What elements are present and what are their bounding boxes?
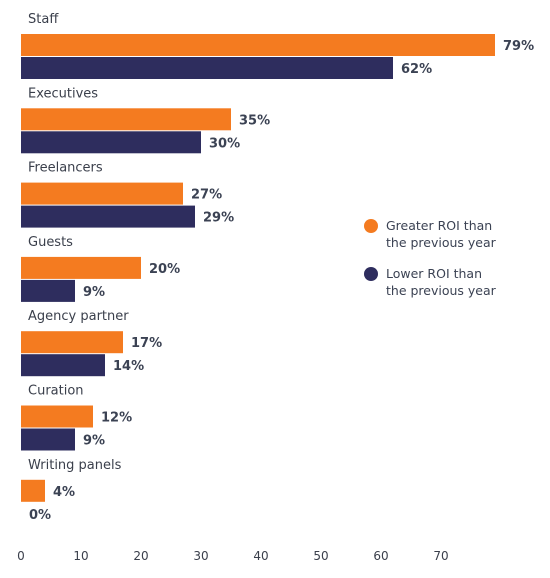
bar-guests-lower	[21, 279, 75, 302]
value-label-staff-lower: 62%	[401, 62, 432, 77]
category-labels: Staff Executives Freelancers Guests Agency p…	[28, 12, 129, 473]
category-label-freelancers: Freelancers	[28, 161, 103, 176]
x-tick-20: 20	[133, 549, 148, 563]
legend-marker-lower	[364, 267, 378, 281]
legend-label-greater-line-2: the previous year	[386, 235, 497, 250]
bar-freelancers-lower	[21, 205, 195, 228]
category-label-writing-panels: Writing panels	[28, 458, 122, 473]
value-label-staff-greater: 79%	[503, 39, 534, 54]
legend-label-greater-line-1: Greater ROI than	[386, 218, 492, 233]
bar-staff-greater	[21, 34, 495, 56]
x-tick-50: 50	[313, 549, 328, 563]
value-label-freelancers-lower: 29%	[203, 211, 234, 226]
bar-curation-greater	[21, 405, 93, 428]
bar-executives-greater	[21, 108, 231, 131]
x-tick-0: 0	[17, 549, 25, 563]
legend-label-lower-line-1: Lower ROI than	[386, 266, 482, 281]
bar-curation-lower	[21, 428, 75, 451]
category-label-executives: Executives	[28, 86, 98, 101]
bar-freelancers-greater	[21, 182, 183, 205]
legend: Greater ROI than the previous year Lower R…	[364, 218, 497, 298]
value-label-writing-panels-lower: 0%	[29, 508, 51, 523]
bars	[21, 34, 495, 502]
x-tick-70: 70	[433, 549, 448, 563]
category-label-guests: Guests	[28, 235, 73, 250]
x-axis-ticks: 0 10 20 30 40 50 60 70	[17, 549, 448, 563]
value-label-agency-partner-lower: 14%	[113, 359, 144, 374]
bar-writing-panels-greater	[21, 479, 45, 502]
x-tick-40: 40	[253, 549, 268, 563]
bar-staff-lower	[21, 57, 393, 79]
value-label-curation-greater: 12%	[101, 411, 132, 426]
value-labels: 79% 62% 35% 30% 27% 29% 20% 9% 17% 14% 12% 9% 4%0%	[29, 39, 534, 523]
category-label-curation: Curation	[28, 384, 84, 399]
value-label-freelancers-greater: 27%	[191, 188, 222, 203]
bar-executives-lower	[21, 131, 201, 154]
x-tick-10: 10	[73, 549, 88, 563]
x-tick-30: 30	[193, 549, 208, 563]
value-label-guests-greater: 20%	[149, 262, 180, 277]
value-label-executives-lower: 30%	[209, 136, 240, 151]
legend-label-lower-line-2: the previous year	[386, 283, 497, 298]
category-label-agency-partner: Agency partner	[28, 309, 129, 324]
value-label-agency-partner-greater: 17%	[131, 336, 162, 351]
legend-marker-greater	[364, 219, 378, 233]
value-label-writing-panels-greater: 4%	[53, 485, 75, 500]
bar-guests-greater	[21, 256, 141, 279]
bar-agency-partner-greater	[21, 331, 123, 354]
value-label-guests-lower: 9%	[83, 285, 105, 300]
category-label-staff: Staff	[28, 12, 59, 27]
x-tick-60: 60	[373, 549, 388, 563]
value-label-executives-greater: 35%	[239, 113, 270, 128]
bar-agency-partner-lower	[21, 354, 105, 377]
value-label-curation-lower: 9%	[83, 434, 105, 449]
